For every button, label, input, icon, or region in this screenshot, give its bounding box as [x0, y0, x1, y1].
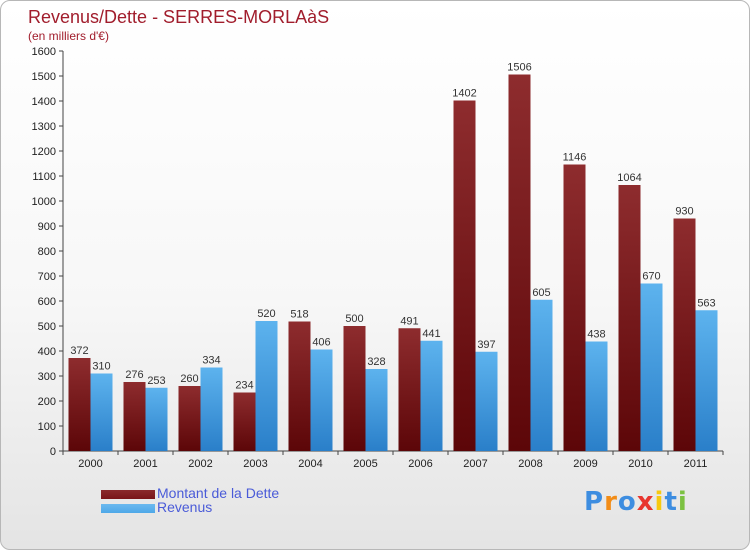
chart-title: Revenus/Dette - SERRES-MORLAàS	[28, 7, 330, 27]
data-label-revenue: 670	[642, 271, 660, 283]
bar-debt	[178, 386, 201, 451]
y-tick-label: 1200	[32, 146, 56, 158]
data-label-revenue: 397	[477, 339, 495, 351]
data-label-debt: 491	[400, 315, 418, 327]
x-tick-label: 2010	[628, 458, 652, 470]
bar-revenue	[530, 299, 553, 451]
data-label-debt: 1146	[563, 152, 587, 164]
legend-label-revenue: Revenus	[157, 499, 213, 515]
legend-label-debt: Montant de la Dette	[157, 485, 280, 501]
data-label-debt: 276	[125, 369, 143, 381]
x-tick-label: 2001	[133, 458, 157, 470]
data-label-debt: 1064	[617, 172, 641, 184]
bar-debt	[673, 218, 696, 451]
y-tick-label: 0	[50, 446, 56, 458]
bar-debt	[343, 326, 366, 451]
bar-revenue	[585, 341, 608, 451]
logo-letter: i	[677, 487, 688, 517]
y-tick-label: 200	[38, 396, 56, 408]
logo-letter: o	[617, 487, 637, 517]
bar-revenue	[310, 349, 333, 451]
data-label-debt: 372	[70, 345, 88, 357]
x-tick-label: 2006	[408, 458, 432, 470]
data-label-revenue: 310	[92, 361, 110, 373]
y-tick-label: 1600	[32, 46, 56, 58]
bar-debt	[288, 321, 311, 451]
bar-revenue	[475, 351, 498, 451]
data-label-debt: 500	[345, 313, 363, 325]
x-tick-label: 2011	[684, 458, 708, 470]
y-tick-label: 300	[38, 371, 56, 383]
bar-revenue	[640, 283, 663, 451]
y-tick-label: 1300	[32, 121, 56, 133]
bar-debt	[123, 382, 146, 451]
y-tick-label: 1400	[32, 96, 56, 108]
x-tick-label: 2007	[463, 458, 487, 470]
logo-letter: x	[636, 487, 655, 517]
chart-subtitle: (en milliers d'€)	[28, 29, 109, 43]
data-label-revenue: 563	[697, 297, 715, 309]
proxiti-logo: Proxiti	[584, 487, 688, 517]
logo-letter: t	[664, 487, 678, 517]
y-tick-label: 500	[38, 321, 56, 333]
y-tick-label: 800	[38, 246, 56, 258]
bar-debt	[453, 100, 476, 451]
x-tick-label: 2000	[78, 458, 102, 470]
bar-revenue	[695, 310, 718, 451]
data-label-revenue: 441	[422, 328, 440, 340]
data-label-revenue: 438	[587, 329, 605, 341]
bar-debt	[233, 392, 256, 451]
logo-letter: i	[654, 487, 665, 517]
bar-revenue	[90, 373, 113, 451]
data-label-debt: 930	[675, 206, 693, 218]
bar-debt	[618, 185, 641, 451]
x-tick-label: 2005	[353, 458, 377, 470]
x-tick-label: 2004	[298, 458, 322, 470]
data-label-revenue: 605	[532, 287, 550, 299]
data-label-debt: 234	[235, 380, 253, 392]
x-tick-label: 2003	[243, 458, 267, 470]
data-label-debt: 1402	[452, 88, 476, 100]
y-tick-label: 1100	[32, 171, 56, 183]
legend-swatch-revenue	[101, 504, 155, 513]
bar-revenue	[200, 367, 223, 451]
bar-debt	[508, 74, 531, 451]
data-label-debt: 1506	[507, 62, 531, 74]
bar-revenue	[255, 321, 278, 451]
bar-revenue	[145, 387, 168, 451]
y-tick-label: 100	[38, 421, 56, 433]
x-tick-label: 2009	[573, 458, 597, 470]
y-tick-label: 900	[38, 221, 56, 233]
bar-revenue	[365, 369, 388, 451]
y-tick-label: 700	[38, 271, 56, 283]
x-tick-label: 2002	[188, 458, 212, 470]
y-tick-label: 600	[38, 296, 56, 308]
bar-debt	[68, 358, 91, 451]
data-label-debt: 518	[290, 309, 308, 321]
bar-revenue	[420, 340, 443, 451]
legend-swatch-debt	[101, 490, 155, 499]
data-label-debt: 260	[180, 373, 198, 385]
y-tick-label: 400	[38, 346, 56, 358]
logo-letter: r	[604, 487, 618, 517]
x-tick-label: 2008	[518, 458, 542, 470]
bar-debt	[563, 164, 586, 451]
data-label-revenue: 253	[147, 375, 165, 387]
data-label-revenue: 334	[202, 355, 220, 367]
y-tick-label: 1000	[32, 196, 56, 208]
y-tick-label: 1500	[32, 71, 56, 83]
data-label-revenue: 520	[257, 308, 275, 320]
bar-debt	[398, 328, 421, 451]
data-label-revenue: 328	[367, 356, 385, 368]
data-label-revenue: 406	[312, 337, 330, 349]
logo-letter: P	[584, 487, 605, 517]
